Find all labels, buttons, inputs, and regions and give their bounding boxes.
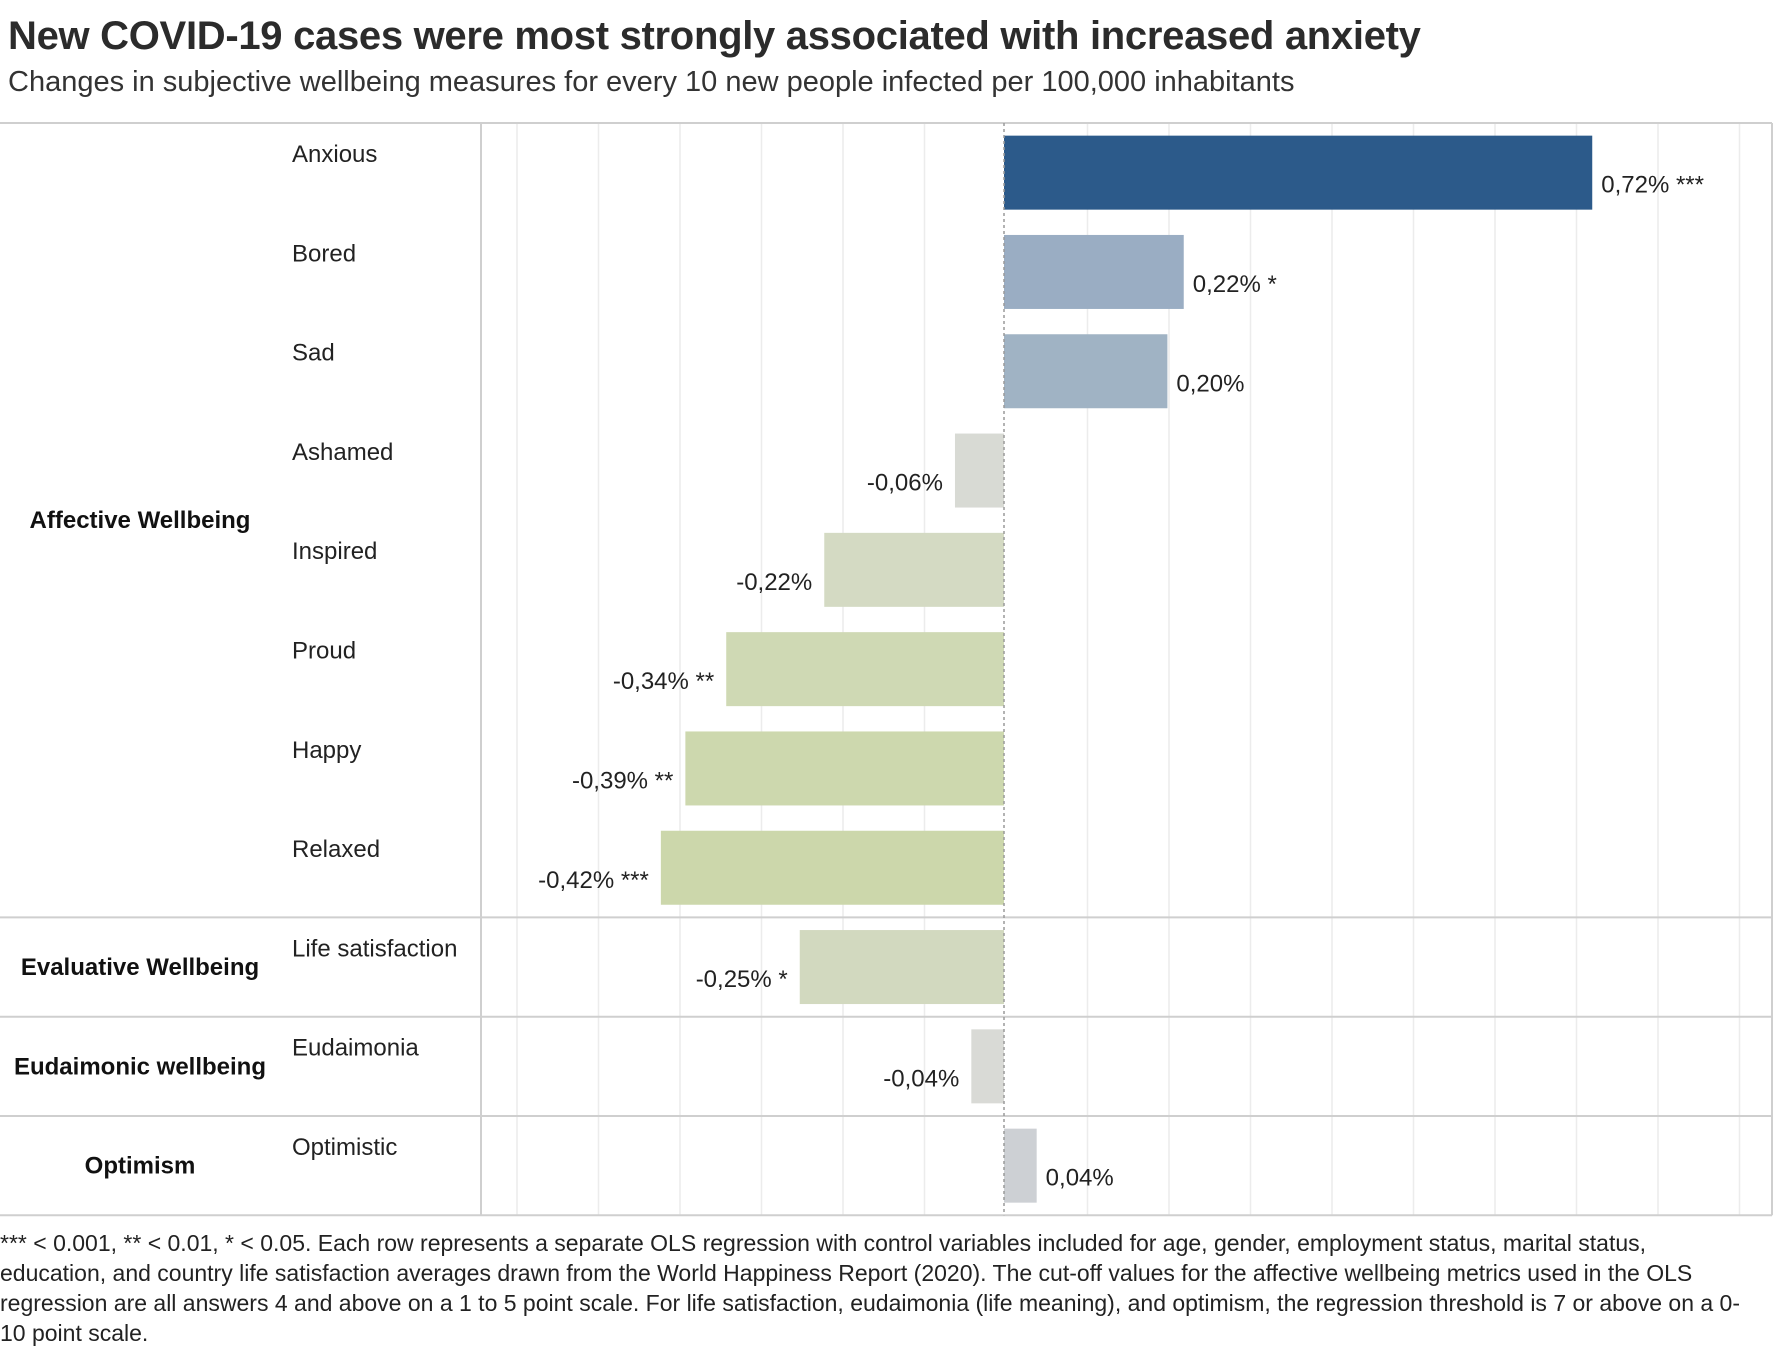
chart-subtitle: Changes in subjective wellbeing measures… (8, 66, 1295, 98)
group-label: Affective Wellbeing (30, 507, 251, 534)
row-label: Anxious (292, 141, 377, 168)
row-label: Optimistic (292, 1134, 397, 1161)
row-label: Proud (292, 638, 356, 665)
row-label: Life satisfaction (292, 935, 457, 962)
bar (1004, 135, 1593, 210)
data-label: 0,04% (1046, 1165, 1114, 1192)
bar (971, 1029, 1004, 1104)
data-label: -0,39% ** (572, 767, 673, 794)
bar (954, 433, 1004, 508)
bar (1004, 1128, 1037, 1203)
data-label: -0,34% ** (613, 668, 714, 695)
row-label: Eudaimonia (292, 1035, 419, 1062)
data-label: -0,06% (867, 470, 943, 497)
chart-title: New COVID-19 cases were most strongly as… (8, 14, 1421, 58)
bar (660, 830, 1004, 905)
footnote: *** < 0.001, ** < 0.01, * < 0.05. Each r… (0, 1230, 1741, 1346)
group-label: Optimism (85, 1153, 196, 1180)
bar (726, 632, 1004, 707)
row-label: Sad (292, 340, 335, 367)
data-label: -0,04% (883, 1065, 959, 1092)
data-label: -0,25% * (696, 966, 788, 993)
row-label: Inspired (292, 538, 377, 565)
bar (685, 731, 1004, 806)
group-label: Evaluative Wellbeing (21, 954, 259, 981)
row-label: Relaxed (292, 836, 380, 863)
bar (1004, 334, 1168, 409)
data-label: 0,20% (1176, 370, 1244, 397)
row-label: Ashamed (292, 439, 393, 466)
group-label: Eudaimonic wellbeing (14, 1053, 266, 1080)
row-label: Happy (292, 737, 361, 764)
bar (824, 532, 1004, 607)
row-label: Bored (292, 240, 356, 267)
bar (799, 930, 1004, 1005)
data-label: 0,22% * (1193, 271, 1277, 298)
data-label: 0,72% *** (1601, 172, 1704, 199)
bar-chart: Affective Wellbeing Anxious 0,72% *** Bored… (0, 122, 1773, 1217)
bar (1004, 234, 1184, 309)
data-label: -0,42% *** (538, 867, 649, 894)
data-label: -0,22% (736, 569, 812, 596)
